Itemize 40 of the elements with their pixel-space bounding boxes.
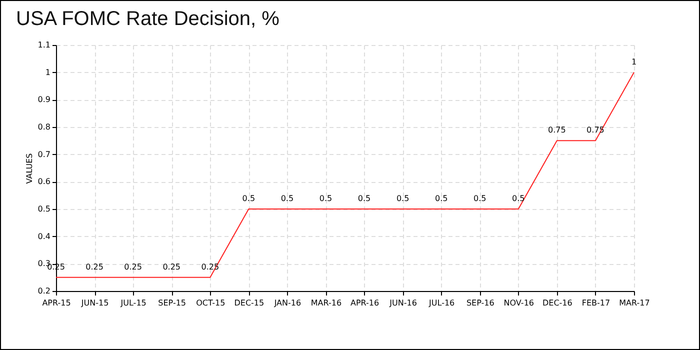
data-label: 0.25 — [86, 262, 104, 272]
data-label: 0.25 — [162, 262, 181, 272]
y-tick-label: 0.9 — [38, 95, 50, 104]
data-label: 0.75 — [548, 126, 566, 135]
x-tick-label: JUN-15 — [80, 298, 109, 308]
y-tick-label: 0.4 — [38, 232, 50, 241]
y-tick-label: 1.1 — [38, 40, 50, 50]
x-tick-label: DEC-16 — [542, 298, 572, 308]
y-tick-label: 0.5 — [38, 204, 50, 214]
x-tick-label: JUL-15 — [120, 298, 146, 308]
data-label: 0.5 — [319, 194, 332, 203]
data-label: 0.5 — [434, 194, 448, 203]
x-tick-label: FEB-17 — [582, 298, 610, 308]
data-label: 0.5 — [474, 194, 486, 203]
x-tick-label: JAN-16 — [273, 298, 302, 308]
data-label: 0.5 — [512, 194, 525, 203]
data-label: 1 — [631, 57, 637, 66]
x-tick-label: DEC-15 — [234, 298, 264, 308]
x-tick-label: SEP-16 — [466, 298, 494, 308]
x-tick-label: NOV-16 — [504, 298, 534, 308]
y-axis-title: VALUES — [24, 153, 34, 184]
x-tick-label: MAR-16 — [310, 298, 342, 308]
chart-title: USA FOMC Rate Decision, % — [16, 8, 280, 30]
data-label: 0.5 — [396, 194, 410, 203]
data-label: 0.5 — [358, 194, 371, 203]
x-tick-label: OCT-15 — [196, 298, 226, 308]
x-tick-label: APR-16 — [350, 298, 380, 308]
y-tick-label: 0.8 — [38, 122, 50, 132]
data-label: 0.5 — [280, 194, 294, 203]
y-tick-label: 1 — [45, 68, 50, 77]
y-tick-label: 0.7 — [38, 150, 50, 159]
x-tick-label: JUN-16 — [388, 298, 417, 308]
x-tick-label: JUL-16 — [428, 298, 455, 308]
x-tick-label: SEP-15 — [158, 298, 186, 308]
x-tick-label: APR-15 — [42, 298, 71, 308]
y-tick-label: 0.2 — [38, 286, 50, 296]
data-label: 0.25 — [124, 262, 142, 272]
y-tick-label: 0.6 — [38, 177, 50, 186]
x-tick-label: MAR-17 — [619, 298, 650, 308]
data-label: 0.5 — [242, 194, 256, 203]
